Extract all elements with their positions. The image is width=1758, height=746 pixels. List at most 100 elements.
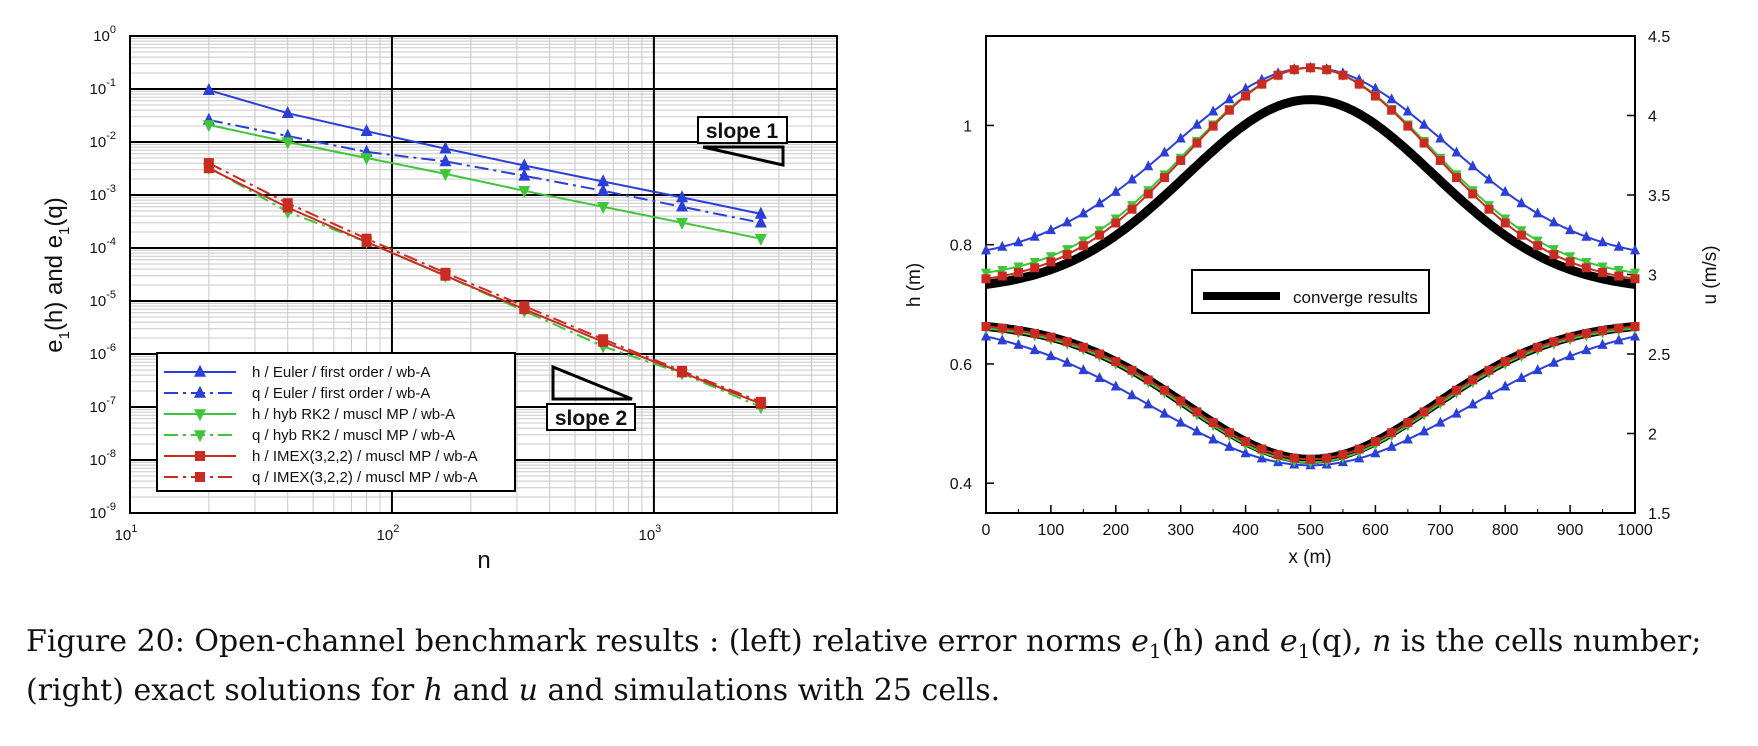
profile-line-4 [985,335,1636,467]
legend-label: q / IMEX(3,2,2) / muscl MP / wb-A [252,469,478,486]
profile-4-point [1110,380,1121,391]
profile-3-point [1062,216,1073,227]
profile-7-point [1046,257,1056,267]
profile-4-point [1208,433,1219,444]
profile-4-point [1435,416,1446,427]
profile-4-point [997,334,1008,345]
profile-3-point [1402,105,1413,116]
series-6-point [440,267,451,278]
profile-7-point [1403,121,1413,131]
series-5-point [203,163,214,174]
profile-4-point [1581,344,1592,355]
profile-7-point [1468,189,1478,199]
right-y-tick-label: 0.4 [950,476,972,493]
profile-7-point [1111,218,1121,228]
series-1-point [518,158,531,171]
profile-4-point [1532,364,1543,375]
right-legend-label: converge results [1293,288,1418,307]
profile-8-point [997,323,1007,333]
legend-marker [195,451,205,461]
profile-4-point [1224,440,1235,451]
profile-7-point [1192,138,1202,148]
profile-7-point [1419,138,1429,148]
series-6-point [203,158,214,169]
profile-8-point [1468,375,1478,385]
profile-4-point [1143,398,1154,409]
profile-7-point [1484,204,1494,214]
profile-7-point [1127,204,1137,214]
profile-8-point [1159,385,1169,395]
profile-3-point [1451,146,1462,157]
series-line-6 [208,162,762,403]
left-ylabel: e1(h) and e1(q) [41,197,73,352]
profile-3-point [1386,93,1397,104]
profile-8-point [1208,418,1218,428]
profile-3-point [981,244,991,255]
profile-8-point [1354,444,1364,454]
legend-label: q / hyb RK2 / muscl MP / wb-A [252,427,455,444]
profile-3-point [997,240,1008,251]
profile-5-point [1045,252,1056,263]
profile-7-point [1452,173,1462,183]
right-ylabel: h (m) [904,263,925,307]
profile-3-point [1516,197,1527,208]
profile-4-point [1467,398,1478,409]
profile-4-point [1613,334,1624,345]
profile-4-point [1483,389,1494,400]
solution-profile-chart: 0 100 200 300 400 500 600 700 800 900 1000 0.4 0.6 0.… [904,29,1721,568]
profile-8-point [1598,326,1608,336]
left-x-tick-label: 103 [638,523,661,544]
left-y-tick-label: 10-9 [90,501,116,522]
profile-8-point [1192,407,1202,417]
legend-marker [195,472,205,482]
profile-4-point [1565,350,1576,361]
profile-8-point [1322,453,1332,463]
profile-3-point [1419,118,1430,129]
right-x-tick-label: 0 [982,522,991,539]
profile-3-point [1078,207,1089,218]
profile-8-point [1143,375,1153,385]
profile-8-point [1176,396,1186,406]
series-3-point [360,153,373,166]
profile-7-point [1630,274,1640,284]
series-3-point [202,120,215,133]
profile-4-point [1419,425,1430,436]
series-3-point [754,233,767,246]
profile-3-point [1370,82,1381,93]
profile-7-point [1273,70,1283,80]
right-series [981,61,1640,470]
profile-7-point [1095,230,1105,240]
profile-7-point [1614,271,1624,281]
right-legend: converge results [1191,269,1430,314]
series-1-point [360,123,373,136]
right-x-tick-label: 800 [1492,522,1519,539]
profile-3-point [1127,173,1138,184]
figure: 10010-110-210-310-410-510-610-710-810-91… [41,24,1721,574]
profile-3-point [1094,197,1105,208]
left-y-tick-label: 10-4 [90,236,116,257]
profile-4-point [1597,338,1608,349]
profile-3-point [1110,185,1121,196]
profile-7-point [1598,267,1608,277]
right-x-tick-label: 1000 [1617,522,1653,539]
profile-4-point [1451,407,1462,418]
slope-1-label: slope 1 [706,120,779,143]
profile-8-point [1289,453,1299,463]
profile-5-point [1013,262,1024,273]
right-y2-tick-label: 2.5 [1648,347,1670,364]
profile-7-point [1533,241,1543,251]
profile-7-point [1354,79,1364,89]
profile-4-point [1500,380,1511,391]
profile-8-point [1224,428,1234,438]
left-x-tick-label: 101 [115,523,138,544]
right-y-tick-label: 1 [963,118,972,135]
profile-8-point [1614,323,1624,333]
legend-label: h / Euler / first order / wb-A [252,364,430,381]
right-y2-tick-label: 1.5 [1648,506,1670,523]
profile-4-point [1127,389,1138,400]
profile-8-point [1549,337,1559,347]
svg-text:e1(h) and e1(q): e1(h) and e1(q) [41,197,73,352]
profile-8-point [1370,437,1380,447]
profile-4-point [1370,447,1381,458]
series-3-point [439,169,452,182]
